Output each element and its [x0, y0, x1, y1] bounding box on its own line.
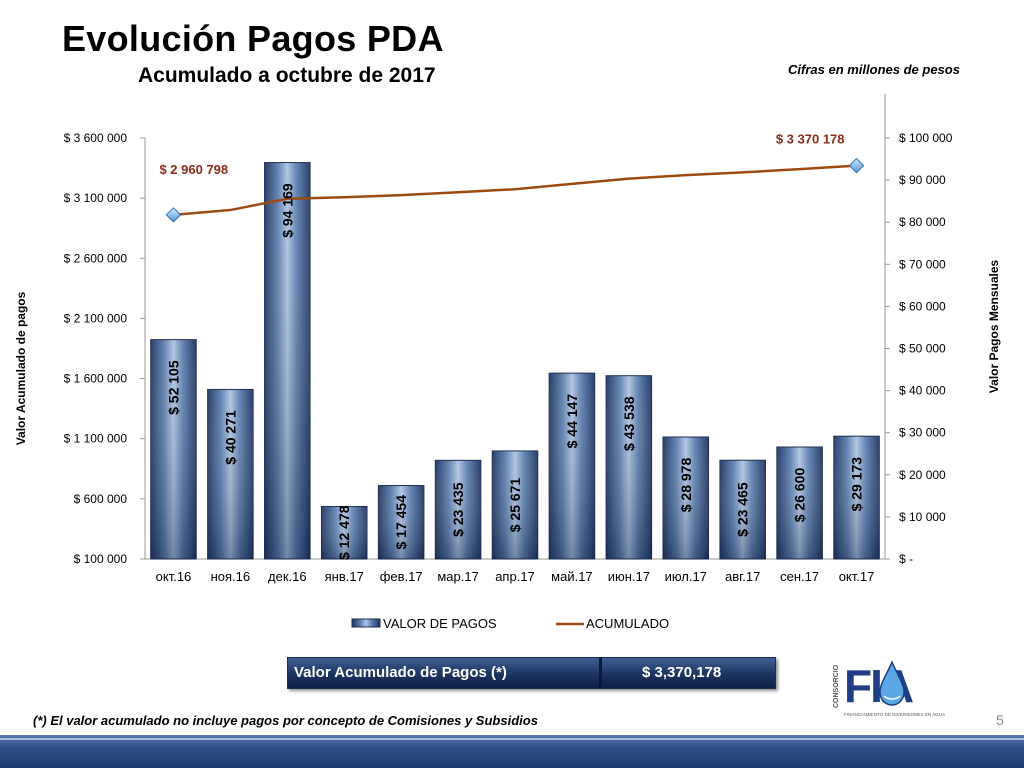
summary-label: Valor Acumulado de Pagos (*): [288, 658, 602, 688]
category-label: июл.17: [665, 569, 707, 584]
page-number: 5: [996, 712, 1004, 728]
right-tick-label: $ 70 000: [899, 257, 946, 271]
bar-value-label: $ 52 105: [165, 360, 181, 415]
left-tick-label: $ 1 100 000: [64, 432, 128, 446]
category-label: ноя.16: [211, 569, 251, 584]
accumulated-summary-box: Valor Acumulado de Pagos (*) $ 3,370,178: [287, 657, 776, 689]
right-tick-label: $ -: [899, 552, 913, 566]
bar-value-label: $ 94 169: [279, 183, 295, 238]
slide-subtitle: Acumulado a octubre de 2017: [138, 64, 436, 87]
category-label: окт.16: [156, 569, 192, 584]
right-tick-label: $ 20 000: [899, 468, 946, 482]
slide-title: Evolución Pagos PDA: [62, 18, 444, 59]
bar-value-label: $ 23 465: [735, 482, 751, 537]
category-label: апр.17: [495, 569, 535, 584]
bar-shade: [435, 460, 481, 559]
category-label: фев.17: [380, 569, 423, 584]
right-tick-label: $ 30 000: [899, 426, 946, 440]
legend-bar-swatch: [351, 618, 381, 628]
bar-shade: [150, 339, 197, 559]
summary-value: $ 3,370,178: [642, 664, 722, 681]
units-note: Cifras en millones de pesos: [788, 62, 960, 77]
left-tick-label: $ 2 100 000: [64, 311, 128, 325]
category-label: авг.17: [725, 569, 760, 584]
bar-shade: [663, 437, 709, 559]
left-tick-label: $ 600 000: [74, 492, 128, 506]
line-point-label: $ 3 370 178: [776, 132, 845, 147]
line-marker: [165, 207, 182, 223]
consorcio-fia-logo: CONSORCIO FIA FINANCIAMIENTO DE INVERSIO…: [833, 660, 946, 717]
left-tick-label: $ 3 100 000: [64, 191, 128, 205]
bar-value-label: $ 17 454: [393, 495, 409, 550]
bar-value-label: $ 12 478: [336, 505, 352, 560]
category-label: окт.17: [839, 569, 875, 584]
left-tick-label: $ 100 000: [74, 552, 128, 566]
right-tick-label: $ 60 000: [899, 299, 946, 313]
bar-shade: [207, 389, 254, 559]
left-tick-label: $ 1 600 000: [64, 372, 128, 386]
category-label: сен.17: [780, 569, 819, 584]
bar-value-label: $ 43 538: [621, 396, 637, 451]
right-tick-label: $ 40 000: [899, 384, 946, 398]
bottom-band: [0, 735, 1024, 768]
category-label: дек.16: [268, 569, 307, 584]
right-tick-label: $ 100 000: [899, 131, 953, 145]
legend-line-label: ACUMULADO: [586, 616, 669, 631]
left-axis-title: Valor Acumulado de pagos: [14, 291, 28, 445]
payments-chart: $ 100 000 $ 600 000 $ 1 100 000 $ 1 600 000…: [14, 94, 1001, 631]
bar-shade: [378, 485, 424, 559]
bar-value-label: $ 44 147: [564, 394, 580, 449]
left-tick-label: $ 2 600 000: [64, 251, 128, 265]
right-tick-label: $ 80 000: [899, 215, 946, 229]
line-marker: [848, 157, 865, 174]
bar-value-label: $ 25 671: [507, 478, 523, 533]
logo-side-text: CONSORCIO: [833, 664, 840, 708]
bar-shade: [606, 375, 652, 559]
accumulated-line: [173, 164, 857, 217]
right-tick-label: $ 90 000: [899, 173, 946, 187]
category-label: янв.17: [325, 569, 364, 584]
footnote: (*) El valor acumulado no incluye pagos …: [33, 713, 538, 728]
left-tick-label: $ 3 600 000: [64, 131, 128, 145]
bar-shade: [492, 450, 538, 559]
logo-tagline: FINANCIAMIENTO DE INVERSIONES EN AGUA: [844, 712, 946, 717]
bar-shade: [776, 447, 823, 559]
category-label: май.17: [551, 569, 593, 584]
bar-shade: [833, 436, 880, 559]
bar-value-label: $ 23 435: [450, 482, 466, 537]
bar-value-label: $ 40 271: [222, 410, 238, 465]
bar-value-label: $ 29 173: [849, 457, 865, 512]
line-point-label: $ 2 960 798: [159, 162, 228, 177]
bar-shade: [264, 162, 311, 559]
water-drop-icon: [879, 660, 905, 706]
right-axis-title: Valor Pagos Mensuales: [987, 259, 1001, 393]
legend-bar-label: VALOR DE PAGOS: [383, 616, 497, 631]
bar-value-label: $ 28 978: [678, 458, 694, 513]
right-tick-label: $ 50 000: [899, 342, 946, 356]
bar-shade: [321, 506, 367, 559]
right-tick-label: $ 10 000: [899, 510, 946, 524]
bar-value-label: $ 26 600: [792, 468, 808, 523]
category-label: мар.17: [437, 569, 478, 584]
bar-shade: [719, 460, 766, 559]
category-label: июн.17: [608, 569, 650, 584]
bar-shade: [549, 373, 595, 559]
